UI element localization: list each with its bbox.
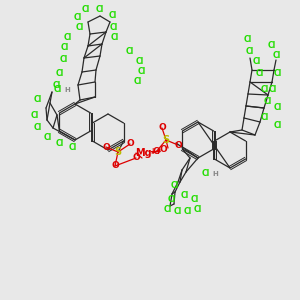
- Text: Cl: Cl: [191, 196, 199, 205]
- Text: Cl: Cl: [174, 208, 182, 217]
- Text: Cl: Cl: [64, 34, 72, 43]
- Text: O: O: [126, 140, 134, 148]
- Text: O: O: [111, 161, 119, 170]
- Text: Cl: Cl: [202, 169, 210, 178]
- Text: Cl: Cl: [44, 134, 52, 142]
- Text: Cl: Cl: [138, 68, 146, 76]
- Text: Cl: Cl: [256, 70, 264, 79]
- Text: Cl: Cl: [268, 40, 276, 50]
- Text: Cl: Cl: [261, 85, 269, 94]
- Text: Cl: Cl: [274, 70, 282, 79]
- Text: Cl: Cl: [168, 196, 176, 205]
- Text: S: S: [162, 135, 169, 145]
- Text: H: H: [212, 171, 218, 177]
- Text: O: O: [102, 142, 110, 152]
- Text: Cl: Cl: [34, 95, 42, 104]
- Text: Cl: Cl: [96, 4, 104, 14]
- Text: Cl: Cl: [244, 35, 252, 44]
- Text: O: O: [174, 140, 182, 149]
- Text: Cl: Cl: [34, 124, 42, 133]
- Text: Cl: Cl: [184, 208, 192, 217]
- Text: Cl: Cl: [274, 121, 282, 130]
- Text: H: H: [64, 87, 70, 93]
- Text: Cl: Cl: [246, 46, 254, 56]
- Text: Cl: Cl: [56, 140, 64, 148]
- Text: Cl: Cl: [253, 58, 261, 67]
- Text: Cl: Cl: [136, 58, 144, 67]
- Text: ++: ++: [150, 146, 162, 155]
- Text: Cl: Cl: [69, 143, 77, 152]
- Text: Cl: Cl: [31, 110, 39, 119]
- Text: Cl: Cl: [261, 113, 269, 122]
- Text: Cl: Cl: [56, 68, 64, 77]
- Text: O: O: [159, 146, 167, 154]
- Text: Cl: Cl: [181, 190, 189, 200]
- Text: Cl: Cl: [61, 44, 69, 52]
- Text: Cl: Cl: [54, 85, 62, 94]
- Text: Cl: Cl: [126, 47, 134, 56]
- Text: Cl: Cl: [111, 34, 119, 43]
- Text: Cl: Cl: [171, 181, 179, 190]
- Text: Cl: Cl: [76, 23, 84, 32]
- Text: Cl: Cl: [60, 56, 68, 64]
- Text: Cl: Cl: [274, 103, 282, 112]
- Text: Cl: Cl: [53, 80, 61, 89]
- Text: Cl: Cl: [134, 77, 142, 86]
- Text: O: O: [132, 154, 140, 163]
- Text: Cl: Cl: [109, 11, 117, 20]
- Text: Cl: Cl: [110, 22, 118, 32]
- Text: O: O: [152, 148, 160, 157]
- Text: Cl: Cl: [82, 4, 90, 14]
- Text: Mg: Mg: [135, 148, 151, 158]
- Text: Cl: Cl: [194, 206, 202, 214]
- Text: Cl: Cl: [269, 85, 277, 94]
- Text: Cl: Cl: [74, 14, 82, 22]
- Text: S: S: [114, 147, 122, 157]
- Text: Cl: Cl: [273, 50, 281, 59]
- Text: Cl: Cl: [164, 206, 172, 214]
- Text: Cl: Cl: [264, 98, 272, 106]
- Text: O: O: [158, 124, 166, 133]
